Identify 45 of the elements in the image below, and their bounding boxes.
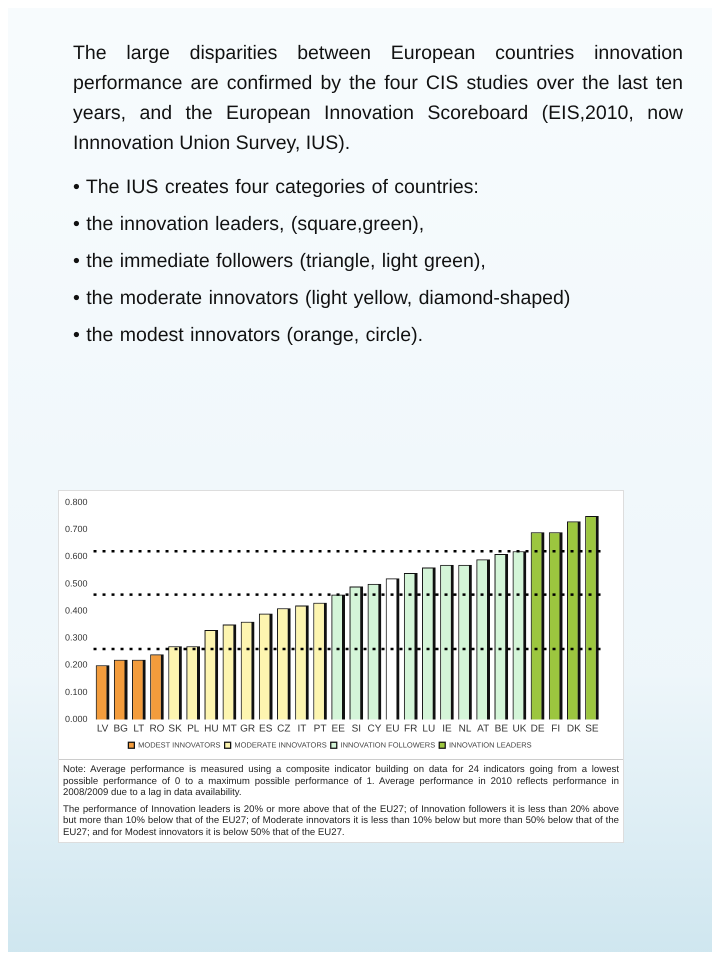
x-tick-label: LT [133,723,144,734]
x-tick-label: EU [386,723,400,734]
x-tick-label: NL [458,723,472,734]
y-tick-label: 0.200 [64,660,88,670]
y-tick-label: 0.600 [64,551,88,562]
y-tick-label: 0.100 [64,686,88,697]
x-tick-label: DE [530,723,545,734]
text: • the modest innovators (orange, circle). [73,323,424,348]
x-tick-label: FI [551,723,560,734]
text: Note: Average performance is measured using a composite indicator building on data for 24 indicators going from a lowest possible performance of 0 to a maximum possible performance of 1. Average performance in 2010 reflects performance in 2008/2009 due to a lag in data availability. [63,764,619,798]
y-tick-label: 0.700 [64,524,88,534]
text: • The IUS creates four categories of countries: [73,175,480,200]
x-tick-label: SK [168,723,182,734]
x-tick-label: EE [332,723,346,734]
x-tick-label: SI [352,723,362,734]
x-tick-label: IT [298,723,306,734]
x-tick-label: AT [477,723,490,734]
text: • the moderate innovators (light yellow, diamond-shaped) [73,286,572,311]
x-tick-label: IE [442,723,452,734]
x-tick-label: LU [422,723,436,734]
x-tick-label: PT [314,723,326,734]
x-tick-label: FR [404,723,418,734]
x-tick-label: HU [204,723,219,734]
x-tick-label: BG [113,723,128,734]
text: • the immediate followers (triangle, light green), [73,249,487,274]
y-tick-label: 0.800 [64,496,88,507]
x-tick-label: DK [566,723,582,734]
x-tick-label: SE [585,723,599,734]
x-tick-label: CZ [277,723,290,734]
y-tick-label: 0.000 [64,714,88,724]
x-tick-label: CY [367,723,382,734]
x-tick-label: RO [149,723,165,734]
x-tick-label: BE [494,723,508,734]
x-tick-label: UK [512,723,527,734]
x-tick-label: LV [96,723,109,734]
y-tick-label: 0.400 [64,605,88,616]
text: The performance of Innovation leaders is 20% or more above that of the EU27; of Innovation followers it is less than 20% above but more than 10% below that of the EU27; of Moderate innovators it is less than 10% below but more than 50% below that of the EU27; and for Modest innovators it is below 50% that of the EU27. [63,804,619,838]
chart-title: The large disparities between European countries innovation performance are confirmed by the four CIS studies over the last ten years, and the European Innovation Scoreboard (EIS,2010, now Innnovation Union Survey, IUS). [73,41,683,156]
x-tick-label: PL [187,723,200,734]
y-tick-label: 0.500 [64,578,88,588]
y-tick-label: 0.300 [64,632,88,643]
text: • the innovation leaders, (square,green), [73,212,426,237]
x-tick-label: ES [259,723,273,734]
x-tick-label: GR [240,723,256,734]
x-tick-label: MT [222,723,237,734]
